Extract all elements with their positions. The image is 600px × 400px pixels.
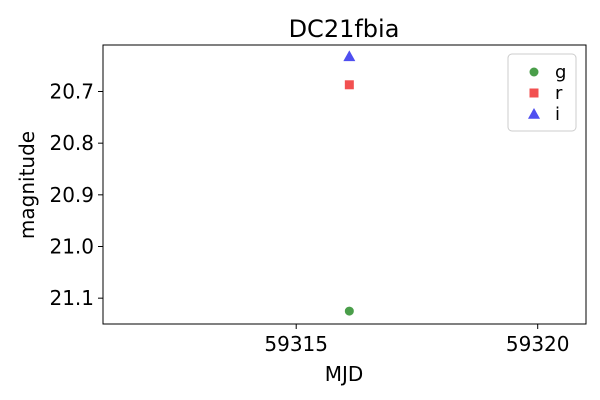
x-axis: 59315 59320 <box>264 324 570 356</box>
x-axis-label: MJD <box>325 362 364 386</box>
data-point-i <box>343 50 356 62</box>
plot-area <box>102 44 587 325</box>
legend-box <box>507 53 577 132</box>
y-tick-label: 21.1 <box>49 286 94 310</box>
legend-label-i: i <box>555 104 560 125</box>
data-point-r <box>344 80 354 90</box>
legend: gri <box>507 53 577 132</box>
chart-title: DC21fbia <box>289 15 400 43</box>
legend-label-r: r <box>555 83 563 104</box>
y-tick-label: 20.7 <box>49 80 94 104</box>
y-tick-label: 21.0 <box>49 235 94 259</box>
x-tick-label: 59315 <box>264 332 328 356</box>
legend-marker-i <box>528 108 540 119</box>
legend-marker-g <box>529 67 539 77</box>
y-tick-label: 20.8 <box>49 131 94 155</box>
data-markers <box>343 50 356 316</box>
legend-marker-r <box>529 88 539 98</box>
y-axis: 20.7 20.8 20.9 21.0 21.1 <box>49 80 103 310</box>
data-point-g <box>344 306 354 316</box>
y-tick-label: 20.9 <box>49 183 94 207</box>
legend-label-g: g <box>555 62 566 83</box>
y-axis-label: magnitude <box>15 131 39 239</box>
x-tick-label: 59320 <box>506 332 570 356</box>
